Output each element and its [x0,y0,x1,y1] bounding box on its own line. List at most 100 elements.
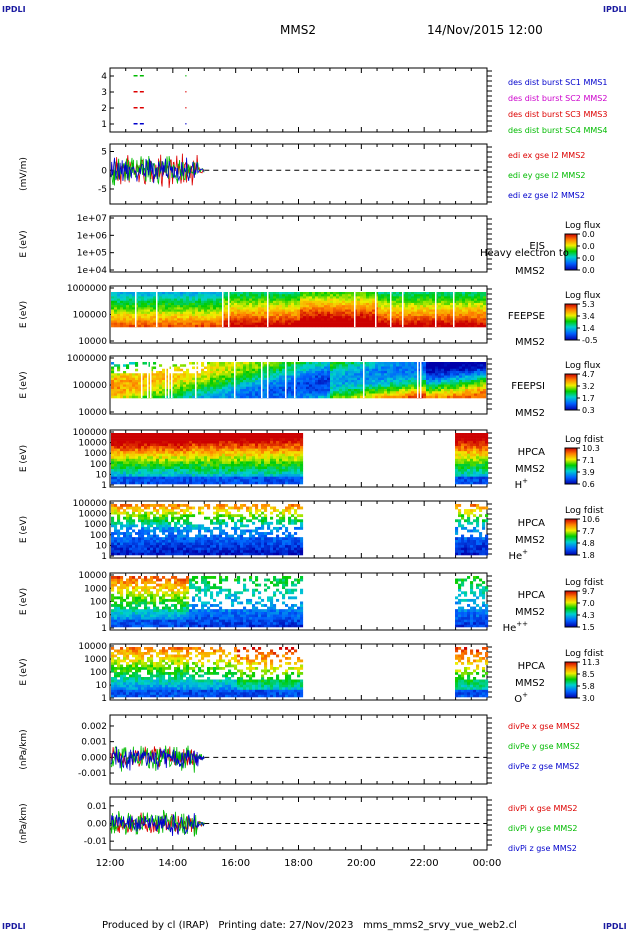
spectrogram-cell [267,324,271,328]
spectrogram-cell [300,393,304,397]
spectrogram-cell [321,386,325,390]
spectrogram-cell [402,294,406,297]
spectrogram-cell [300,302,304,306]
spectrogram-cell [171,380,175,383]
spectrogram-cell [219,362,223,365]
spectrogram-cell [477,322,481,326]
spectrogram-cell [456,313,460,317]
spectrogram-cell [318,311,322,315]
spectrogram-cell [201,395,205,399]
spectrogram-cell [390,373,394,376]
spectrogram-cell [471,318,475,321]
spectrogram-cell [261,391,265,394]
spectrogram-cell [162,466,166,469]
panel-10-ytick-label: 0.01 [87,802,107,812]
spectrogram-cell [351,305,355,308]
spectrogram-cell [168,300,172,304]
panel-4-instrument: FEEPSI [511,381,545,392]
spectrogram-cell [315,324,319,328]
spectrogram-cell [228,362,232,365]
spectrogram-cell [420,377,424,381]
spectrogram-cell [156,458,160,462]
spectrogram-cell [195,302,199,306]
spectrogram-cell [279,389,283,392]
spectrogram-cell [216,393,220,397]
spectrogram-cell [435,382,439,385]
spectrogram-cell [264,311,268,315]
spectrogram-cell [465,364,469,367]
spectrogram-cell [345,395,349,399]
spectrogram-cell [297,368,301,372]
spectrogram-cell [438,366,442,370]
spectrogram-cell [336,322,340,326]
burst-mark [133,123,138,125]
spectrogram-cell [111,313,115,317]
spectrogram-cell [279,375,283,379]
spectrogram-cell [129,391,133,394]
spectrogram-cell [249,311,253,315]
spectrogram-cell [342,313,346,317]
spectrogram-cell [330,373,334,376]
spectrogram-cell [396,313,400,317]
spectrogram-cell [258,324,262,328]
spectrogram-cell [126,393,130,397]
spectrogram-cell [399,382,403,385]
spectrogram-cell [303,292,307,295]
spectrogram-cell [165,453,169,457]
panel-5-spectrogram [111,433,489,485]
spectrogram-cell [432,382,436,385]
spectrogram-cell [384,382,388,385]
spectrogram-cell [450,311,454,315]
spectrogram-cell [183,393,187,397]
spectrogram-cell [195,384,199,388]
spectrogram-cell [207,380,211,383]
spectrogram-cell [306,294,310,297]
spectrogram-cell [147,438,151,441]
spectrogram-cell [204,375,208,379]
spectrogram-cell [441,380,445,383]
spectrogram-cell [174,324,178,328]
spectrogram-cell [204,395,208,399]
spectrogram-cell [456,366,460,370]
spectrogram-cell [390,320,394,323]
spectrogram-cell [192,305,196,308]
spectrogram-cell [129,298,133,302]
spectrogram-cell [261,364,265,367]
spectrogram-cell [174,364,178,367]
spectrogram-cell [192,366,196,370]
spectrogram-cell [204,294,208,297]
spectrogram-cell [417,309,421,312]
spectrogram-cell [252,316,256,319]
spectrogram-cell [354,305,358,308]
spectrogram-cell [225,316,229,319]
spectrogram-cell [141,300,145,304]
spectrogram-cell [240,313,244,317]
spectrogram-cell [129,435,133,439]
spectrogram-cell [207,375,211,379]
spectrogram-cell [192,318,196,321]
spectrogram-cell [207,296,211,299]
spectrogram-cell [249,302,253,306]
spectrogram-cell [195,309,199,312]
spectrogram-cell [426,393,430,397]
spectrogram-cell [231,300,235,304]
spectrogram-cell [417,307,421,310]
spectrogram-cell [123,473,127,477]
spectrogram-cell [126,440,130,444]
spectrogram-cell [450,298,454,302]
spectrogram-cell [147,386,151,390]
spectrogram-cell [171,305,175,308]
spectrogram-cell [204,307,208,310]
spectrogram-cell [147,471,151,475]
spectrogram-cell [231,362,235,365]
spectrogram-cell [171,294,175,297]
spectrogram-cell [231,292,235,295]
spectrogram-cell [222,318,226,321]
spectrogram-cell [390,313,394,317]
spectrogram-cell [165,450,169,454]
spectrogram-cell [156,309,160,312]
spectrogram-cell [456,324,460,328]
spectrogram-cell [165,313,169,317]
spectrogram-cell [132,468,136,472]
spectrogram-cell [261,384,265,388]
